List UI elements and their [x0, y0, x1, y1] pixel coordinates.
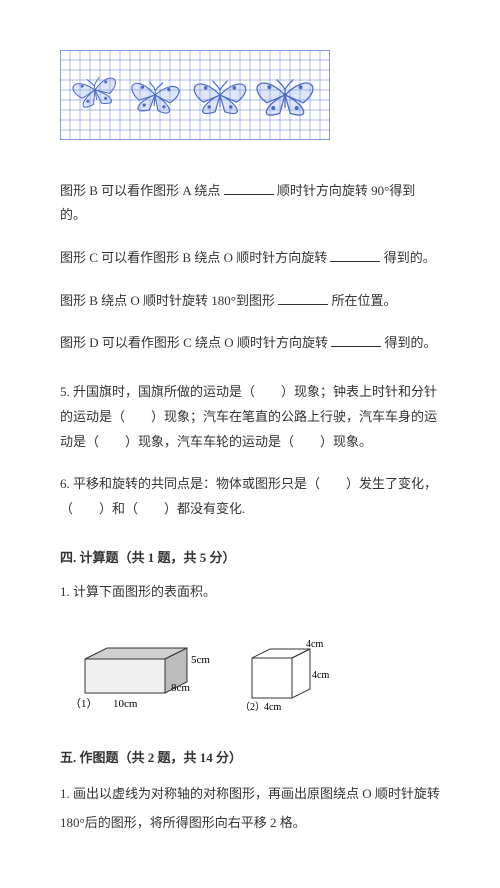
question-5: 5. 升国旗时，国旗所做的运动是（ ）现象；钟表上时针和分针的运动是（ ）现象；… [60, 380, 440, 454]
sec5-q1: 1. 画出以虚线为对称轴的对称图形，再画出原图绕点 O 顺时针旋转 180°后的… [60, 780, 440, 837]
question-6: 6. 平移和旋转的共同点是：物体或图形只是（ ）发生了变化，（ ）和（ ）都没有… [60, 472, 440, 521]
section-4-header: 四. 计算题（共 1 题，共 5 分） [60, 546, 440, 571]
question-b: 图形 B 可以看作图形 A 绕点 顺时针方向旋转 90°得到的。 [60, 179, 440, 228]
question-d: 图形 D 可以看作图形 C 绕点 O 顺时针方向旋转 得到的。 [60, 331, 440, 356]
blank-c[interactable] [330, 248, 380, 262]
grid-svg [60, 50, 330, 140]
blank-d[interactable] [331, 333, 381, 347]
q-b180-post: 所在位置。 [332, 293, 397, 308]
q-d-post: 得到的。 [384, 335, 436, 350]
question-b180: 图形 B 绕点 O 顺时针旋转 180°到图形 所在位置。 [60, 289, 440, 314]
butterfly-grid-figure [60, 50, 440, 149]
q-b-pre: 图形 B 可以看作图形 A 绕点 [60, 183, 220, 198]
q-c-post: 得到的。 [384, 250, 436, 265]
blank-b180[interactable] [278, 291, 328, 305]
svg-text:5cm: 5cm [191, 654, 210, 666]
svg-text:10cm: 10cm [113, 698, 138, 710]
section-5-header: 五. 作图题（共 2 题，共 14 分） [60, 746, 440, 771]
svg-text:4cm: 4cm [264, 702, 281, 713]
cuboid-svg: 10cm 8cm 5cm （1） [70, 623, 210, 713]
q6-text: 6. 平移和旋转的共同点是：物体或图形只是（ ）发生了变化，（ ）和（ ）都没有… [60, 476, 437, 516]
q-c-pre: 图形 C 可以看作图形 B 绕点 O 顺时针方向旋转 [60, 250, 327, 265]
sec4-q1: 1. 计算下面图形的表面积。 [60, 580, 440, 605]
cube-svg: 4cm4cm4cm（2） [240, 633, 330, 713]
q-b180-pre: 图形 B 绕点 O 顺时针旋转 180°到图形 [60, 293, 275, 308]
q5-text: 5. 升国旗时，国旗所做的运动是（ ）现象；钟表上时针和分针的运动是（ ）现象；… [60, 384, 437, 448]
svg-text:（1）: （1） [70, 697, 98, 710]
q-d-pre: 图形 D 可以看作图形 C 绕点 O 顺时针方向旋转 [60, 335, 328, 350]
svg-text:4cm: 4cm [312, 670, 329, 681]
svg-text:4cm: 4cm [306, 639, 323, 650]
question-c: 图形 C 可以看作图形 B 绕点 O 顺时针方向旋转 得到的。 [60, 246, 440, 271]
blank-b[interactable] [224, 181, 274, 195]
cube-wrapper: 4cm4cm4cm（2） [240, 633, 330, 722]
svg-text:8cm: 8cm [171, 682, 190, 694]
